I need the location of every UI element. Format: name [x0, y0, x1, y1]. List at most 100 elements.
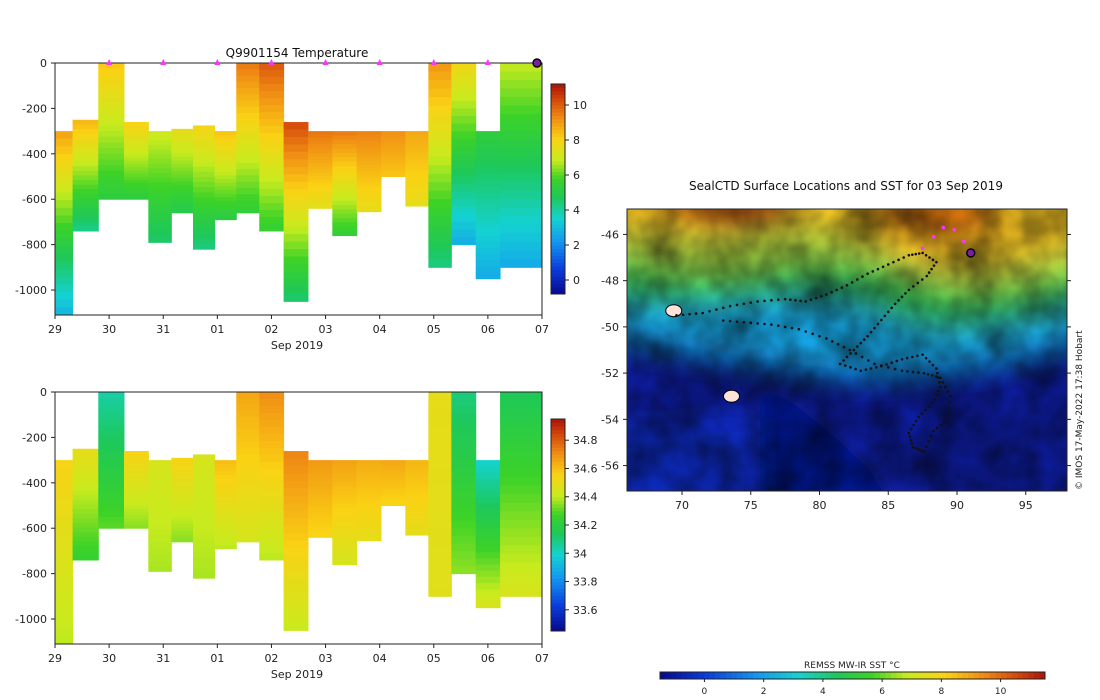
temp-cell [214, 171, 237, 176]
temp-cell [55, 238, 74, 247]
temp-cell [475, 155, 501, 163]
sal-cell [123, 525, 149, 529]
sal-cell [405, 469, 429, 474]
sal-cell [192, 511, 216, 517]
temp-colorbar-swatch [551, 140, 565, 144]
temp-cell [283, 264, 309, 272]
sal-cell [171, 510, 194, 515]
temp-cell [55, 161, 74, 170]
sal-cell [307, 508, 333, 513]
sal-cell [381, 467, 406, 471]
temp-cell [123, 186, 149, 191]
sal-cell [55, 575, 74, 584]
sal-cell [98, 499, 125, 507]
sal-cell [356, 500, 382, 505]
temp-cell [98, 131, 125, 138]
current-position-marker [966, 248, 976, 258]
track-point [886, 310, 890, 314]
temp-cell [356, 184, 382, 189]
sal-cell [214, 474, 237, 480]
temp-cell [428, 165, 452, 175]
temp-colorbar-swatch [551, 269, 565, 274]
sal-cell [72, 481, 99, 487]
track-point [742, 302, 746, 306]
temp-cell [148, 219, 172, 225]
temp-cell [148, 163, 172, 169]
temp-cell [259, 210, 285, 218]
sal-cell [214, 493, 237, 498]
sst-colorbar-tick-label: 2 [761, 687, 767, 697]
sal-cell [259, 469, 285, 477]
temperature-x-axis: 29 30 31 01 02 03 04 05 06 07 [48, 315, 549, 336]
sal-cell [259, 518, 285, 526]
temp-colorbar-swatch [551, 189, 565, 193]
temp-colorbar-swatch [551, 227, 565, 232]
sal-colorbar-swatch [551, 528, 565, 533]
sal-cell [332, 551, 358, 557]
temp-cell [428, 63, 452, 73]
temp-cell [72, 203, 99, 209]
track-point [860, 355, 864, 359]
temp-cell [55, 307, 74, 315]
temp-cell [405, 146, 429, 151]
sal-cell [356, 537, 382, 542]
temp-cell [381, 172, 406, 176]
temp-cell [428, 131, 452, 141]
sal-colorbar-swatch [551, 560, 565, 565]
sal-cell [500, 409, 542, 419]
temp-cell [72, 142, 99, 149]
sal-cell [307, 469, 333, 474]
track-point [794, 299, 797, 302]
temp-cell [72, 175, 99, 181]
temp-colorbar-swatch [551, 199, 565, 204]
track-point [924, 408, 927, 412]
temp-cell [214, 193, 237, 199]
temp-cell [475, 143, 501, 151]
sal-colorbar-swatch [551, 419, 565, 424]
temp-cell [428, 88, 452, 98]
sst-colorbar-swatch [660, 672, 666, 679]
sal-cell [405, 475, 429, 480]
sal-cell [451, 392, 477, 401]
sal-cell [500, 468, 542, 478]
temp-cell [451, 100, 477, 109]
track-point [830, 290, 833, 294]
temp-cell [283, 286, 309, 295]
sal-cell [381, 463, 406, 467]
temp-cell [171, 167, 194, 172]
sal-colorbar-tick-label: 34 [573, 547, 587, 560]
sal-cell [214, 530, 237, 535]
temp-cell [356, 154, 382, 159]
track-point [911, 370, 915, 374]
sal-cell [214, 504, 237, 509]
sal-cell [171, 485, 194, 490]
sal-cell [55, 582, 74, 591]
temp-cell [283, 151, 309, 160]
track-point [924, 253, 928, 257]
sal-cell [148, 492, 172, 498]
sal-cell [55, 506, 74, 515]
sal-cell [214, 541, 237, 546]
temp-cell [332, 144, 358, 150]
temp-colorbar-swatch [551, 150, 565, 155]
temp-cell [307, 179, 333, 184]
sal-cell [259, 497, 285, 505]
sal-cell [148, 506, 172, 512]
sal-x-tick-label: 06 [481, 652, 495, 665]
sal-cell [171, 464, 194, 469]
sal-cell [475, 503, 501, 510]
temp-y-tick-label: -400 [22, 148, 47, 161]
sal-colorbar-tick-label: 33.8 [573, 576, 598, 589]
sal-cell [98, 443, 125, 450]
sal-cell [98, 516, 125, 524]
track-point [856, 345, 859, 348]
temp-cell [381, 150, 406, 153]
sal-colorbar-swatch [551, 602, 565, 607]
sal-cell [98, 471, 125, 478]
temp-cell [307, 134, 333, 139]
temp-cell [283, 241, 309, 250]
track-point [930, 374, 934, 377]
temp-cell [405, 181, 429, 185]
temp-cell [428, 190, 452, 200]
sal-cell [475, 515, 501, 523]
